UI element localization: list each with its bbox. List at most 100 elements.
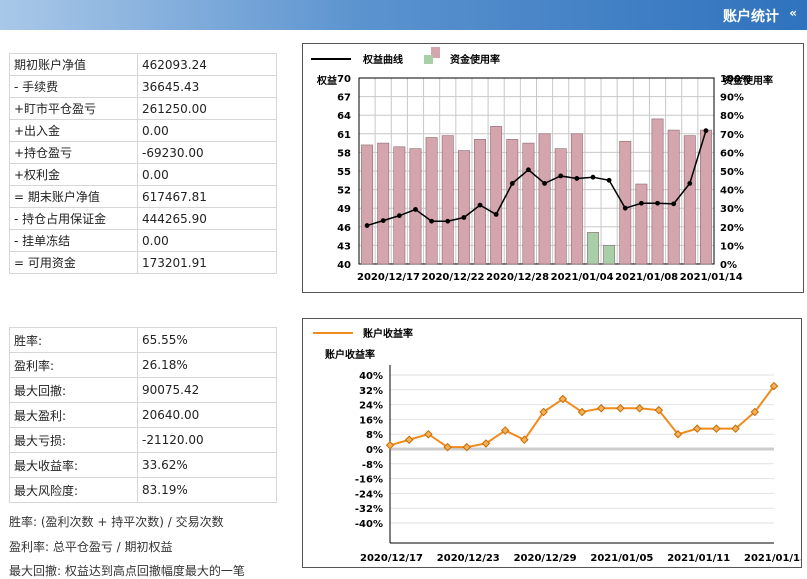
x-tick-label: 2021/01/04 (551, 272, 614, 283)
y-tick: -40% (355, 519, 383, 530)
y-tick: -8% (362, 460, 383, 471)
y-tick-right: 40% (720, 186, 744, 197)
performance-label: 胜率: (9, 327, 138, 353)
equity-point (655, 200, 660, 206)
y-tick-left: 64 (337, 111, 351, 122)
y-axis-left-title: 权益 (316, 74, 337, 87)
header-bar: 账户统计 « (0, 0, 807, 30)
performance-row: 最大收益率: 33.62% (9, 452, 277, 478)
equity-point (445, 218, 451, 224)
account-label: = 可用资金 (9, 251, 138, 274)
performance-row: 胜率: 65.55% (9, 327, 277, 353)
account-row: +权利金 0.00 (9, 163, 277, 186)
return-point (673, 429, 683, 439)
performance-row: 最大亏损: -21120.00 (9, 427, 277, 453)
account-row: - 持仓占用保证金 444265.90 (9, 207, 277, 230)
usage-bar (506, 139, 519, 265)
account-row: 期初账户净值 462093.24 (9, 53, 277, 76)
usage-bar (538, 133, 551, 265)
y-tick-right: 10% (720, 241, 744, 252)
return-point (635, 404, 644, 413)
account-row: +出入金 0.00 (9, 119, 277, 142)
usage-bar (490, 126, 503, 265)
y-tick-right: 30% (720, 204, 744, 215)
account-label: +权利金 (9, 163, 138, 186)
equity-point (622, 205, 628, 211)
return-point (500, 426, 510, 435)
account-label: - 挂单冻结 (9, 229, 138, 252)
y-tick-right: 20% (720, 223, 744, 234)
plot-frame (358, 77, 715, 265)
return-point (424, 429, 433, 439)
header-title: 账户统计 (723, 9, 779, 25)
performance-label: 最大回撤: (9, 377, 138, 403)
y-tick: 32% (359, 386, 383, 397)
x-tick-label: 2021/01/14 (680, 272, 743, 283)
equity-point (671, 201, 677, 207)
return-point (481, 439, 491, 448)
y-tick-left: 58 (337, 148, 351, 159)
equity-point (558, 173, 564, 179)
account-table: 期初账户净值 462093.24- 手续费 36645.43 +盯市平仓盈亏 26125… (9, 53, 277, 274)
y-tick-left: 49 (337, 204, 351, 215)
return-point (385, 441, 395, 450)
legend-return-label: 账户收益率 (363, 327, 413, 340)
equity-point (509, 181, 515, 186)
return-point (712, 424, 721, 433)
y-tick-left: 52 (337, 186, 351, 197)
y-tick-left: 70 (337, 74, 351, 85)
equity-point (526, 167, 531, 173)
performance-value: 20640.00 (137, 402, 277, 428)
y-axis-title: 账户收益率 (325, 348, 375, 361)
legend-green-swatch (424, 55, 433, 64)
y-tick-right: 100% (720, 74, 751, 85)
legend-red-swatch (431, 47, 440, 58)
account-label: +出入金 (9, 119, 138, 142)
usage-bar (393, 146, 406, 265)
collapse-icon[interactable]: « (789, 6, 797, 20)
account-row: +盯市平仓盈亏 261250.00 (9, 97, 277, 120)
return-point (520, 435, 529, 444)
account-label: +盯市平仓盈亏 (9, 97, 138, 120)
usage-bar (554, 148, 567, 265)
performance-value: 65.55% (137, 327, 277, 353)
usage-bar (409, 148, 422, 265)
x-tick-label: 2020/12/23 (437, 553, 500, 564)
equity-point (493, 212, 499, 217)
y-tick-left: 55 (337, 167, 351, 178)
performance-value: 26.18% (137, 352, 277, 378)
y-axis-right-title: 资金使用率 (723, 74, 773, 87)
y-tick: 40% (359, 371, 383, 382)
account-label: = 期末账户净值 (9, 185, 138, 208)
usage-bar (474, 139, 486, 265)
x-tick-label: 2020/12/17 (360, 553, 423, 564)
performance-label: 最大收益率: (9, 452, 138, 478)
legend-equity-label: 权益曲线 (362, 53, 403, 66)
y-tick-left: 61 (337, 130, 351, 141)
equity-point (542, 181, 547, 186)
account-value: 261250.00 (137, 97, 277, 120)
performance-label: 盈利率: (9, 352, 138, 378)
x-tick-label: 2021/01/11 (667, 553, 730, 564)
usage-bar (361, 144, 374, 265)
usage-bar (683, 135, 696, 265)
usage-bar (667, 129, 680, 265)
equity-point (461, 215, 467, 220)
y-tick: -16% (355, 475, 383, 486)
return-point (558, 394, 568, 404)
return-point (692, 424, 702, 433)
return-point (654, 405, 664, 415)
account-value: 617467.81 (137, 185, 277, 208)
performance-label: 最大盈利: (9, 402, 138, 428)
usage-bar (522, 142, 535, 265)
y-tick: 24% (359, 401, 383, 412)
equity-point (396, 213, 402, 219)
x-tick-label: 2020/12/28 (486, 272, 549, 283)
x-tick-label: 2020/12/17 (357, 272, 420, 283)
usage-bar (651, 118, 664, 265)
equity-line (366, 130, 707, 227)
performance-value: 33.62% (137, 452, 277, 478)
y-tick-right: 70% (720, 130, 744, 141)
return-point (462, 442, 472, 452)
performance-value: -21120.00 (137, 427, 277, 453)
